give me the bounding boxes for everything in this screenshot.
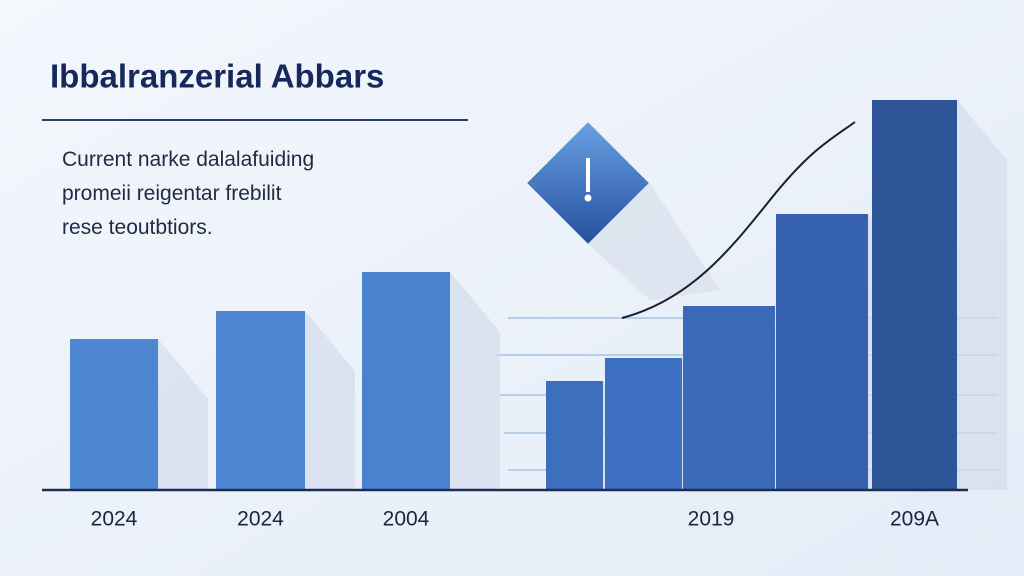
bar <box>70 339 158 490</box>
bar-shadow <box>957 100 1007 490</box>
x-tick-label: 2024 <box>237 508 284 531</box>
x-tick-label: 2004 <box>383 508 430 531</box>
x-tick-label: 2024 <box>91 508 138 531</box>
bar <box>605 358 682 490</box>
bar <box>872 100 957 490</box>
bar-shadow <box>305 311 355 490</box>
bar-shadow <box>450 272 500 490</box>
subtitle-line: promeii reigentar frebilit <box>62 182 282 205</box>
subtitle-line: Current narke dalalafuiding <box>62 148 314 171</box>
bar-shadow <box>158 339 208 490</box>
bar <box>362 272 450 490</box>
icon-glyph <box>584 158 592 202</box>
bar <box>683 306 775 490</box>
bar <box>216 311 305 490</box>
chart-title: Ibbalranzerial Abbars <box>50 58 384 95</box>
bar <box>776 214 868 490</box>
x-tick-label: 209A <box>890 508 939 531</box>
bar <box>546 381 603 490</box>
subtitle-line: rese teoutbtiors. <box>62 216 213 239</box>
trend-curve <box>621 121 856 319</box>
x-tick-label: 2019 <box>688 508 735 531</box>
